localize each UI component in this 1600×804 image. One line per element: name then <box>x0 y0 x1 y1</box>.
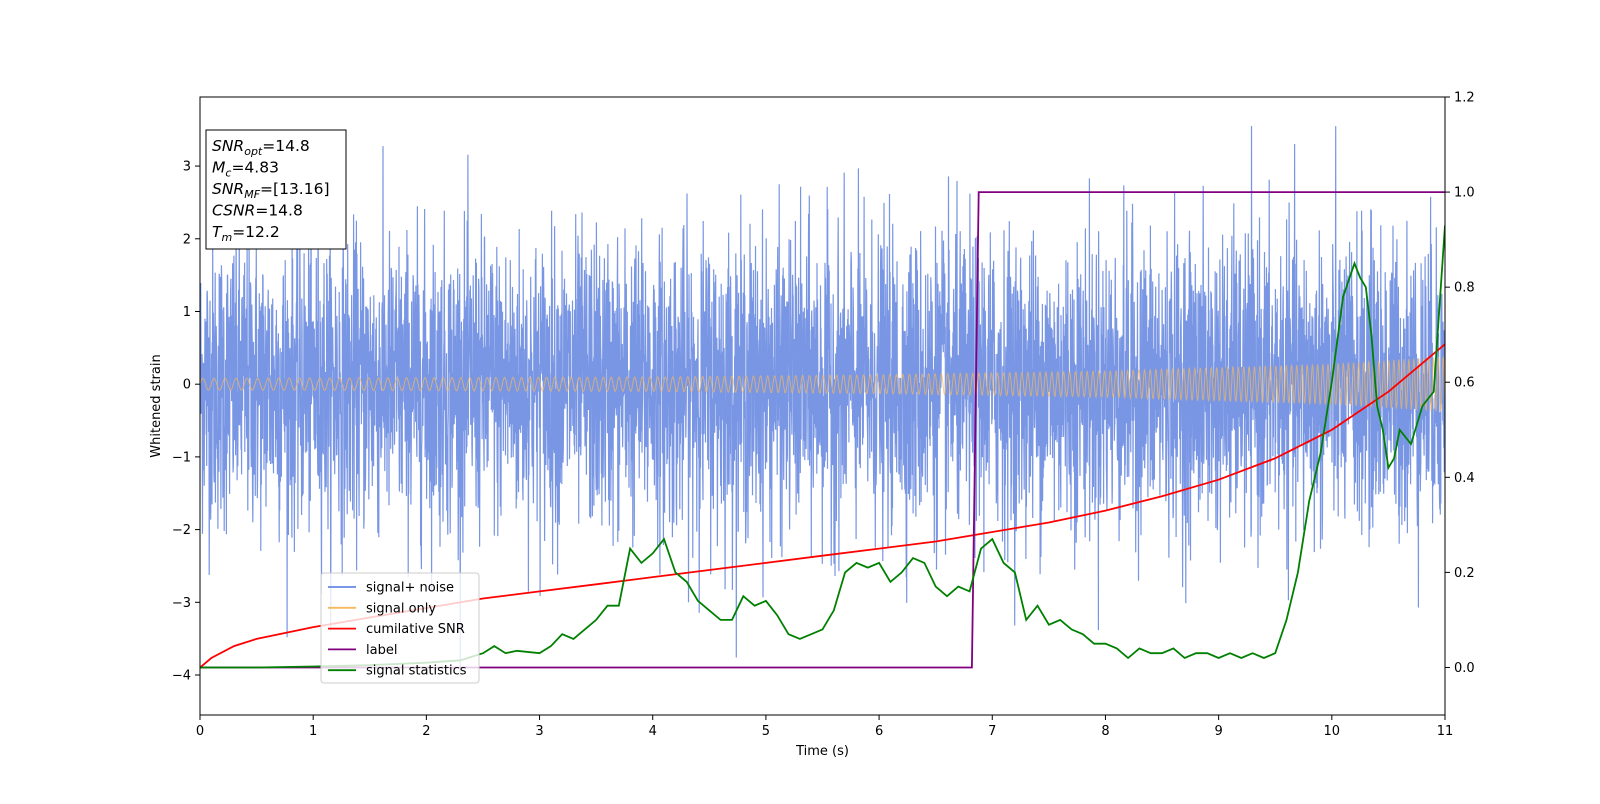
y-tick-label: −3 <box>172 596 191 611</box>
y2-tick-label: 0.2 <box>1454 566 1475 581</box>
y2-tick-label: 0.0 <box>1454 661 1475 676</box>
series-layer <box>200 126 1445 677</box>
series-signal-statistics <box>200 225 1445 669</box>
x-tick-label: 8 <box>1101 724 1109 739</box>
info-line: SNRMF=[13.16] <box>212 180 330 201</box>
x-tick-label: 9 <box>1214 724 1222 739</box>
legend: signal+ noise signal only cumilative SNR la… <box>320 572 480 684</box>
series-signal-only <box>200 356 1445 413</box>
x-tick-label: 11 <box>1437 724 1454 739</box>
info-line: SNRopt=14.8 <box>212 137 310 158</box>
legend-label: cumilative SNR <box>366 622 465 637</box>
info-line: Mc=4.83 <box>212 159 279 180</box>
series-cumulative-snr <box>200 343 1445 669</box>
y-tick-label: 3 <box>183 160 191 175</box>
info-line: Tm=12.2 <box>212 223 280 244</box>
x-tick-label: 0 <box>196 724 204 739</box>
x-tick-label: 2 <box>422 724 430 739</box>
x-axis-label: Time (s) <box>795 744 849 759</box>
x-tick-label: 4 <box>649 724 657 739</box>
legend-label: signal only <box>366 601 436 616</box>
legend-label: signal statistics <box>366 664 467 679</box>
plot-frame <box>199 96 1446 716</box>
y2-tick-label: 1.2 <box>1454 91 1475 106</box>
y2-tick-label: 0.4 <box>1454 471 1475 486</box>
x-tick-label: 1 <box>309 724 317 739</box>
x-tick-label: 6 <box>875 724 883 739</box>
x-tick-label: 10 <box>1324 724 1341 739</box>
y2-tick-label: 0.8 <box>1454 281 1475 296</box>
x-tick-label: 5 <box>762 724 770 739</box>
y-tick-label: −2 <box>172 523 191 538</box>
info-box-frame <box>205 129 347 250</box>
y2-tick-label: 0.6 <box>1454 376 1475 391</box>
x-tick-label: 3 <box>535 724 543 739</box>
ticks-layer: 0 1 2 3 4 5 6 7 8 9 10 11 −4 −3 −2 −1 0 1 2 3 0.0 0.2 0.4 0.6 0.… <box>172 91 1475 740</box>
y-tick-label: −4 <box>172 669 191 684</box>
y-tick-label: −1 <box>172 450 191 465</box>
legend-frame <box>320 572 480 684</box>
info-box: SNRopt=14.8Mc=4.83SNRMF=[13.16]CSNR=14.8… <box>205 129 347 250</box>
y-tick-label: 2 <box>183 232 191 247</box>
legend-label: label <box>366 643 397 658</box>
legend-label: signal+ noise <box>366 581 454 596</box>
y-tick-label: 1 <box>183 305 191 320</box>
y2-tick-label: 1.0 <box>1454 186 1475 201</box>
series-label <box>200 191 1445 669</box>
y-tick-label: 0 <box>183 378 191 393</box>
y-axis-label: Whitened strain <box>149 354 164 457</box>
x-tick-label: 7 <box>988 724 996 739</box>
info-line: CSNR=14.8 <box>212 202 303 220</box>
